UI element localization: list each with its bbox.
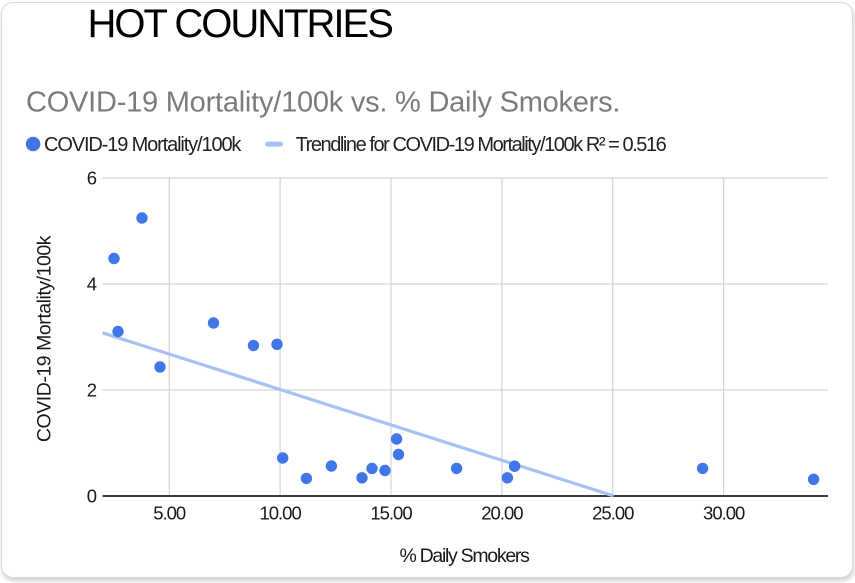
svg-text:6: 6: [87, 168, 97, 189]
svg-text:20.00: 20.00: [481, 503, 523, 524]
svg-text:5.00: 5.00: [153, 503, 186, 524]
svg-text:COVID-19 Mortality/100k: COVID-19 Mortality/100k: [34, 235, 56, 442]
svg-text:0: 0: [87, 486, 97, 507]
svg-text:HOT COUNTRIES: HOT COUNTRIES: [88, 2, 393, 46]
svg-text:10.00: 10.00: [259, 503, 301, 524]
svg-text:Trendline for COVID-19 Mortali: Trendline for COVID-19 Mortality/100k R²…: [296, 134, 667, 156]
svg-text:15.00: 15.00: [370, 503, 412, 524]
svg-text:30.00: 30.00: [703, 503, 745, 524]
svg-text:% Daily Smokers: % Daily Smokers: [399, 545, 530, 567]
svg-text:2: 2: [87, 380, 97, 401]
svg-text:COVID-19 Mortality/100k vs. %: COVID-19 Mortality/100k vs. % Daily Smok…: [26, 87, 620, 119]
svg-text:COVID-19 Mortality/100k: COVID-19 Mortality/100k: [44, 134, 242, 156]
svg-text:4: 4: [87, 274, 97, 295]
svg-text:25.00: 25.00: [592, 503, 634, 524]
